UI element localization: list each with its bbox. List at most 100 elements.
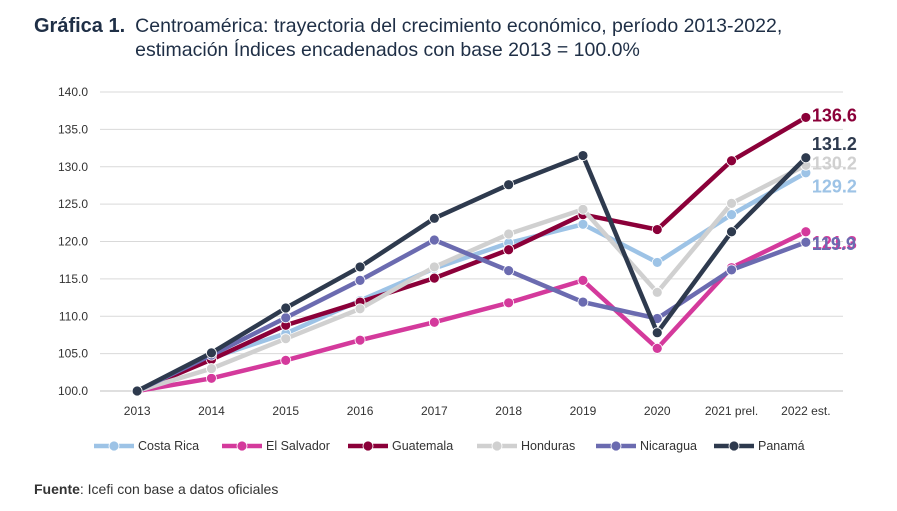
end-value-label: 130.2 [812, 153, 857, 173]
legend-item: Panamá [714, 439, 805, 453]
data-point [354, 274, 366, 286]
data-point [280, 354, 292, 366]
x-tick-label: 2017 [421, 404, 448, 418]
legend-item: Honduras [477, 439, 575, 453]
legend-label: Panamá [758, 439, 805, 453]
data-point [280, 302, 292, 314]
chart-title: Centroamérica: trayectoria del crecimien… [135, 14, 782, 62]
data-point [726, 197, 737, 209]
data-point [354, 334, 366, 346]
data-point [651, 257, 663, 268]
end-value-label: 119.9 [812, 234, 856, 254]
source-text: : Icefi con base a datos oficiales [79, 481, 279, 497]
y-tick-label: 130.0 [58, 160, 88, 174]
data-point [280, 312, 292, 324]
data-point [800, 112, 812, 123]
legend-label: Guatemala [392, 439, 453, 453]
data-point [428, 234, 440, 246]
data-point [206, 363, 217, 374]
legend-item: Nicaragua [596, 439, 697, 453]
y-tick-label: 110.0 [59, 309, 88, 323]
y-axis: 100.0 105.0 110.0 115.0 120.0 125.0 130.0 135.0… [58, 85, 88, 398]
data-point [354, 303, 366, 315]
legend-swatch-marker [610, 440, 622, 452]
data-point [428, 212, 440, 224]
grid-lines [100, 91, 843, 392]
data-point [800, 226, 812, 238]
data-point [577, 218, 589, 230]
legend-item: Costa Rica [94, 439, 199, 453]
legend-label: El Salvador [266, 439, 330, 453]
series-panama [131, 150, 812, 397]
legend-swatch-marker [491, 440, 503, 452]
legend-item: Guatemala [348, 439, 453, 453]
data-point [503, 297, 515, 309]
chart-header: Gráfica 1. Centroamérica: trayectoria de… [34, 14, 884, 62]
x-tick-label: 2016 [347, 404, 374, 418]
end-value-label: 121.3 [812, 233, 857, 253]
y-tick-label: 135.0 [58, 122, 88, 136]
y-tick-label: 100.0 [58, 384, 88, 398]
data-point [280, 333, 292, 345]
x-tick-label: 2014 [198, 404, 225, 418]
series-lines [131, 112, 812, 397]
data-point [651, 342, 663, 354]
x-axis: 2013 2014 2015 2016 2017 2018 2019 2020 2021 pre… [124, 404, 831, 418]
data-point [800, 236, 812, 248]
legend: Costa Rica El Salvador Guatemala Honduras Ni… [94, 439, 805, 453]
series-line [134, 237, 809, 394]
data-point [726, 155, 737, 167]
data-point [651, 224, 663, 235]
data-point [577, 203, 589, 215]
series-line [134, 163, 809, 394]
data-point [651, 327, 663, 339]
data-point [577, 274, 589, 286]
legend-label: Honduras [521, 439, 575, 453]
y-tick-label: 120.0 [58, 235, 88, 249]
data-point [428, 261, 440, 273]
chart-title-line-2: estimación Índices encadenados con base … [135, 39, 640, 61]
data-point [577, 150, 589, 161]
series-honduras [131, 159, 812, 397]
x-tick-label: 2018 [495, 404, 522, 418]
data-point [577, 296, 589, 308]
data-point [726, 209, 737, 220]
source-label: Fuente [34, 481, 80, 497]
end-value-label: 131.2 [812, 134, 857, 154]
x-tick-label: 2015 [272, 404, 299, 418]
figure-label: Gráfica 1. [34, 15, 126, 37]
x-tick-label: 2019 [570, 404, 597, 418]
y-tick-label: 115.0 [59, 272, 88, 286]
legend-label: Nicaragua [640, 439, 697, 453]
line-chart: 100.0 105.0 110.0 115.0 120.0 125.0 130.0 135.0… [58, 85, 857, 453]
legend-swatch-marker [728, 440, 740, 452]
legend-item: El Salvador [222, 439, 330, 453]
data-point [131, 385, 143, 397]
legend-swatch-marker [362, 440, 374, 452]
data-point [428, 272, 440, 284]
series-line [134, 153, 809, 394]
x-tick-label: 2022 est. [781, 404, 830, 418]
data-point [503, 228, 515, 240]
data-point [354, 261, 366, 273]
end-labels: 129.2 121.3 136.6 130.2 119.9 131.2 [812, 105, 857, 254]
data-point [503, 244, 515, 256]
data-point [651, 286, 663, 298]
y-tick-label: 105.0 [58, 347, 88, 361]
end-value-label: 136.6 [812, 105, 857, 125]
end-value-label: 129.2 [812, 177, 857, 197]
x-tick-label: 2013 [124, 404, 151, 418]
chart-title-line-1: Centroamérica: trayectoria del crecimien… [135, 15, 783, 37]
data-point [206, 347, 217, 359]
data-point [503, 179, 515, 191]
legend-swatch-marker [236, 440, 248, 452]
source-note: Fuente: Icefi con base a datos oficiales [34, 481, 278, 497]
data-point [206, 372, 217, 384]
legend-swatch-marker [108, 440, 120, 452]
y-tick-label: 125.0 [58, 197, 88, 211]
data-point [800, 152, 812, 164]
data-point [428, 316, 440, 328]
x-tick-label: 2021 prel. [705, 404, 758, 418]
data-point [503, 265, 515, 277]
legend-label: Costa Rica [138, 439, 199, 453]
